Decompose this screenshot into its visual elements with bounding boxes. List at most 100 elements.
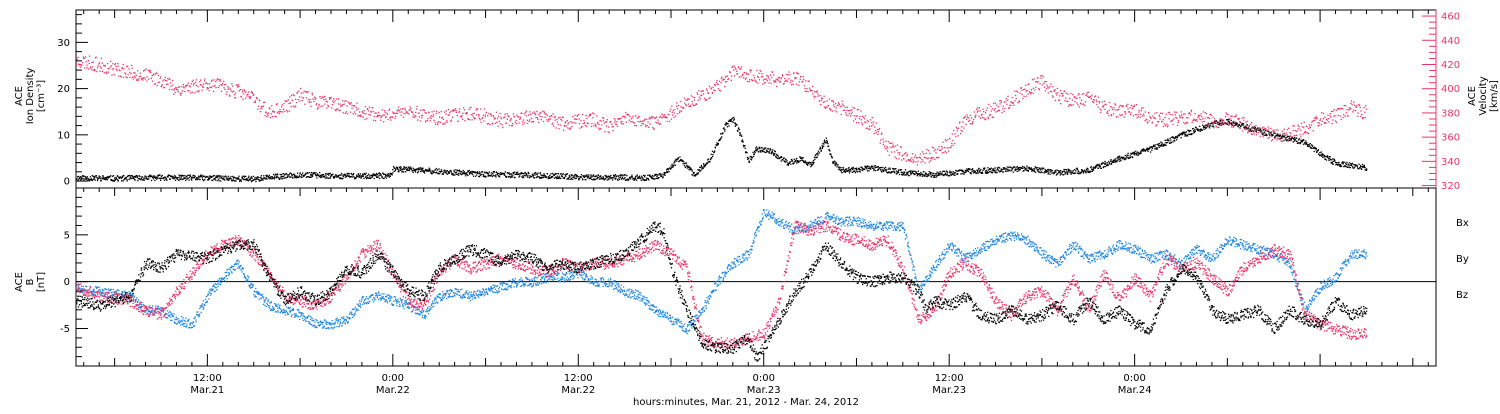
data-point	[1123, 106, 1124, 107]
data-point	[282, 111, 283, 112]
data-point	[242, 99, 243, 100]
data-point	[1254, 126, 1255, 127]
data-point	[821, 145, 822, 146]
data-point	[838, 102, 839, 103]
data-point	[1064, 90, 1065, 91]
data-point	[1041, 78, 1042, 79]
data-point	[744, 145, 745, 146]
data-point	[692, 96, 693, 97]
data-point	[770, 149, 771, 150]
data-point	[860, 169, 861, 170]
data-point	[928, 175, 929, 176]
data-point	[665, 172, 666, 173]
data-point	[652, 127, 653, 128]
data-point	[576, 178, 577, 179]
data-point	[743, 141, 744, 142]
data-point	[141, 79, 142, 80]
data-point	[985, 172, 986, 173]
data-point	[382, 115, 383, 116]
data-point	[873, 124, 874, 125]
data-point	[209, 83, 210, 84]
data-point	[1193, 130, 1194, 131]
data-point	[846, 114, 847, 115]
data-point	[664, 175, 665, 176]
data-point	[823, 102, 824, 103]
data-point	[1064, 100, 1065, 101]
data-point	[162, 80, 163, 81]
data-point	[1226, 119, 1227, 120]
data-point	[978, 168, 979, 169]
data-point	[90, 68, 91, 69]
data-point	[438, 173, 439, 174]
data-point	[420, 120, 421, 121]
data-point	[468, 109, 469, 110]
data-point	[1119, 106, 1120, 107]
data-point	[543, 177, 544, 178]
data-point	[578, 114, 579, 115]
data-point	[617, 180, 618, 181]
data-point	[734, 65, 735, 66]
data-point	[334, 176, 335, 177]
data-point	[1111, 114, 1112, 115]
data-point	[1156, 149, 1157, 150]
data-point	[848, 168, 849, 169]
data-point	[230, 88, 231, 89]
data-point	[1190, 130, 1191, 131]
data-point	[603, 176, 604, 177]
data-point	[831, 100, 832, 101]
data-point	[614, 121, 615, 122]
data-point	[214, 85, 215, 86]
data-point	[170, 179, 171, 180]
data-point	[312, 176, 313, 177]
data-point	[174, 175, 175, 176]
data-point	[195, 176, 196, 177]
data-point	[708, 93, 709, 94]
data-point	[595, 125, 596, 126]
data-point	[199, 81, 200, 82]
data-point	[969, 120, 970, 121]
data-point	[1172, 136, 1173, 137]
data-point	[765, 82, 766, 83]
data-point	[946, 140, 947, 141]
data-point	[180, 95, 181, 96]
data-point	[1040, 169, 1041, 170]
data-point	[635, 178, 636, 179]
data-point	[525, 112, 526, 113]
data-point	[179, 177, 180, 178]
data-point	[793, 163, 794, 164]
data-point	[706, 99, 707, 100]
data-point	[1003, 167, 1004, 168]
data-point	[78, 176, 79, 177]
data-point	[1061, 173, 1062, 174]
data-point	[240, 179, 241, 180]
data-point	[363, 110, 364, 111]
data-point	[661, 176, 662, 177]
data-point	[290, 177, 291, 178]
data-point	[763, 79, 764, 80]
data-point	[179, 180, 180, 181]
data-point	[712, 154, 713, 155]
data-point	[1137, 117, 1138, 118]
data-point	[818, 95, 819, 96]
data-point	[679, 110, 680, 111]
data-point	[1073, 104, 1074, 105]
data-point	[1349, 164, 1350, 165]
data-point	[390, 120, 391, 121]
data-point	[1074, 101, 1075, 102]
data-point	[691, 95, 692, 96]
data-point	[971, 171, 972, 172]
data-point	[807, 91, 808, 92]
data-point	[813, 160, 814, 161]
data-point	[654, 128, 655, 129]
data-point	[913, 161, 914, 162]
data-point	[1348, 164, 1349, 165]
data-point	[614, 177, 615, 178]
data-point	[1278, 134, 1279, 135]
data-point	[166, 80, 167, 81]
data-point	[812, 93, 813, 94]
data-point	[129, 77, 130, 78]
data-point	[936, 173, 937, 174]
data-point	[700, 98, 701, 99]
data-point	[860, 110, 861, 111]
data-point	[541, 116, 542, 117]
